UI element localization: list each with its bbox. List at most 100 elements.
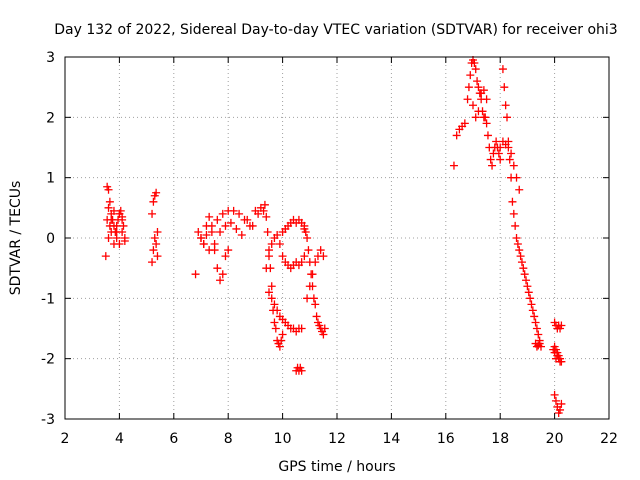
data-point bbox=[471, 113, 480, 122]
data-point bbox=[526, 294, 535, 303]
data-point bbox=[148, 209, 157, 218]
data-point bbox=[473, 77, 482, 86]
data-point bbox=[297, 258, 306, 267]
data-point bbox=[320, 324, 329, 333]
data-point bbox=[120, 237, 129, 246]
data-point bbox=[270, 318, 279, 327]
data-points bbox=[101, 56, 566, 417]
data-point bbox=[503, 113, 511, 122]
data-point bbox=[515, 246, 524, 255]
data-point bbox=[271, 324, 280, 333]
y-tick-label: 0 bbox=[46, 231, 55, 247]
data-point bbox=[216, 276, 225, 285]
data-point bbox=[205, 246, 214, 255]
data-point bbox=[474, 107, 483, 116]
data-point bbox=[149, 246, 158, 255]
data-point bbox=[551, 396, 560, 405]
data-point bbox=[496, 155, 505, 164]
data-point bbox=[273, 306, 282, 315]
data-point bbox=[221, 252, 230, 261]
data-point bbox=[210, 240, 219, 249]
data-point bbox=[275, 240, 284, 249]
data-point bbox=[148, 258, 157, 267]
x-tick-label: 22 bbox=[600, 431, 618, 447]
data-point bbox=[311, 258, 320, 267]
data-point bbox=[115, 209, 124, 218]
y-tick-label: -2 bbox=[41, 352, 55, 368]
x-tick-label: 2 bbox=[61, 431, 70, 447]
data-point bbox=[259, 206, 268, 215]
data-point bbox=[512, 234, 521, 242]
data-point bbox=[512, 173, 521, 182]
data-point bbox=[550, 390, 559, 399]
data-point bbox=[524, 288, 533, 297]
data-point bbox=[197, 234, 205, 242]
data-point bbox=[303, 294, 312, 303]
data-point bbox=[460, 119, 469, 128]
data-point bbox=[248, 221, 257, 230]
data-point bbox=[494, 149, 503, 158]
x-tick-label: 20 bbox=[546, 431, 564, 447]
data-point bbox=[500, 83, 509, 92]
data-point bbox=[119, 221, 128, 230]
data-point bbox=[505, 155, 514, 164]
data-point bbox=[482, 95, 491, 104]
data-point bbox=[229, 206, 238, 215]
data-point bbox=[205, 212, 214, 221]
data-point bbox=[267, 282, 276, 291]
data-point bbox=[115, 240, 124, 249]
data-point bbox=[221, 221, 230, 230]
data-point bbox=[150, 234, 159, 242]
data-point bbox=[316, 246, 325, 255]
data-point bbox=[535, 339, 544, 348]
data-point bbox=[152, 188, 161, 197]
data-point bbox=[519, 264, 528, 273]
x-tick-label: 16 bbox=[437, 431, 455, 447]
data-point bbox=[520, 270, 529, 279]
data-point bbox=[466, 71, 475, 80]
data-point bbox=[262, 264, 271, 273]
data-point bbox=[498, 65, 507, 74]
x-tick-label: 10 bbox=[274, 431, 292, 447]
data-point bbox=[463, 95, 472, 104]
data-point bbox=[300, 252, 309, 261]
y-tick-label: -1 bbox=[41, 291, 55, 307]
data-point bbox=[523, 282, 532, 291]
data-point bbox=[492, 137, 501, 146]
x-tick-label: 6 bbox=[169, 431, 178, 447]
data-point bbox=[267, 294, 276, 303]
y-tick-label: -3 bbox=[41, 412, 55, 428]
data-point bbox=[508, 197, 517, 206]
x-tick-label: 14 bbox=[382, 431, 400, 447]
data-point bbox=[267, 240, 276, 249]
data-point bbox=[534, 341, 543, 350]
data-point bbox=[509, 209, 518, 218]
x-tick-label: 12 bbox=[328, 431, 346, 447]
data-point bbox=[112, 227, 121, 236]
data-point bbox=[118, 215, 127, 224]
data-point bbox=[202, 230, 211, 239]
data-point bbox=[270, 300, 279, 309]
y-axis-ticks: -3 -2 -1 0 1 2 3 bbox=[41, 50, 609, 428]
data-point bbox=[275, 342, 284, 351]
data-point bbox=[213, 264, 222, 273]
y-tick-label: 1 bbox=[46, 171, 55, 187]
data-point bbox=[105, 221, 114, 230]
data-point bbox=[207, 221, 216, 230]
data-point bbox=[216, 227, 225, 236]
data-point bbox=[303, 234, 312, 242]
data-point bbox=[273, 230, 282, 239]
data-point bbox=[101, 252, 110, 261]
data-point bbox=[312, 312, 321, 321]
data-point bbox=[513, 240, 522, 249]
chart-title: Day 132 of 2022, Sidereal Day-to-day VTE… bbox=[54, 22, 617, 38]
x-axis-label: GPS time / hours bbox=[278, 459, 395, 475]
data-point bbox=[511, 221, 520, 230]
data-point bbox=[213, 215, 222, 224]
data-point bbox=[191, 270, 200, 279]
data-point bbox=[471, 65, 480, 74]
data-point bbox=[254, 209, 263, 218]
data-point bbox=[469, 101, 477, 110]
